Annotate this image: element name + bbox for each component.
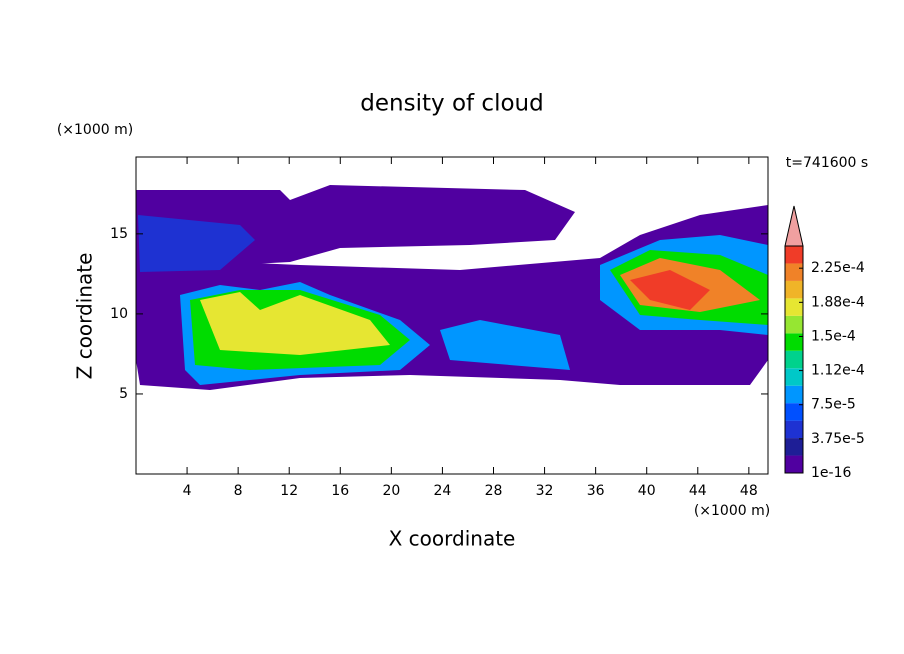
x-tick-label: 40 xyxy=(638,483,656,499)
x-tick-label: 44 xyxy=(689,483,707,499)
time-label: t=741600 s xyxy=(786,155,868,171)
colorbar-label: 2.25e-4 xyxy=(811,260,865,276)
y-unit: (×1000 m) xyxy=(57,122,133,138)
colorbar-band xyxy=(785,246,803,264)
colorbar-extend xyxy=(784,205,804,247)
colorbar-band xyxy=(785,368,803,386)
colorbar-label: 1.88e-4 xyxy=(811,294,865,310)
colorbar-band xyxy=(785,315,803,334)
x-tick-label: 4 xyxy=(183,483,192,499)
colorbar-label: 3.75e-5 xyxy=(811,431,865,447)
x-tick-label: 36 xyxy=(587,483,605,499)
chart-title: density of cloud xyxy=(360,91,543,117)
plot-frame xyxy=(135,156,769,475)
x-tick-label: 48 xyxy=(740,483,758,499)
x-tick-label: 32 xyxy=(536,483,554,499)
colorbar-label: 7.5e-5 xyxy=(811,397,856,413)
colorbar-band xyxy=(785,280,803,299)
colorbar-band xyxy=(785,385,803,404)
colorbar-band xyxy=(785,333,803,351)
x-tick-label: 28 xyxy=(485,483,503,499)
colorbar-band xyxy=(785,438,803,456)
y-tick-label: 15 xyxy=(110,226,128,242)
colorbar-band xyxy=(785,350,803,369)
y-tick-label: 10 xyxy=(110,306,128,322)
colorbar-band xyxy=(785,298,803,316)
x-axis-label: X coordinate xyxy=(389,527,516,551)
colorbar-band xyxy=(785,455,803,473)
colorbar-label: 1.5e-4 xyxy=(811,328,856,344)
y-axis-label: Z coordinate xyxy=(73,253,97,380)
x-tick-label: 12 xyxy=(280,483,298,499)
x-tick-label: 16 xyxy=(331,483,349,499)
colorbar-frame xyxy=(784,245,804,474)
contour-field xyxy=(136,185,768,390)
x-tick-label: 24 xyxy=(434,483,452,499)
x-tick-label: 20 xyxy=(382,483,400,499)
colorbar-label: 1e-16 xyxy=(811,465,851,481)
colorbar-band xyxy=(785,263,803,281)
x-unit: (×1000 m) xyxy=(694,503,770,519)
colorbar-label: 1.12e-4 xyxy=(811,363,865,379)
colorbar-band xyxy=(785,420,803,439)
colorbar-band xyxy=(785,403,803,421)
x-tick-label: 8 xyxy=(234,483,243,499)
y-tick-label: 5 xyxy=(119,386,128,402)
